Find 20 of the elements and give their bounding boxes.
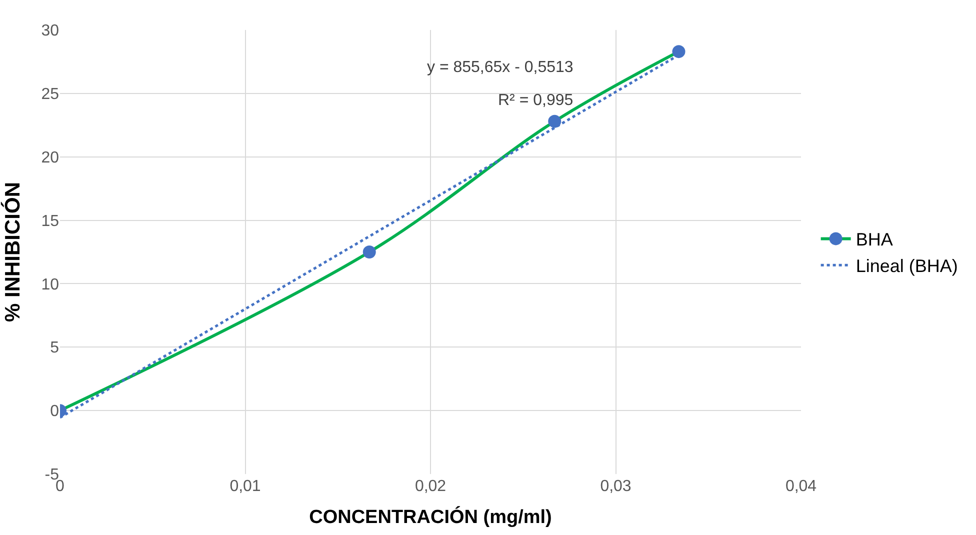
x-tick-label: 0,03 [600,478,632,495]
x-tick-label: 0,01 [230,478,261,495]
point [672,45,686,58]
x-tick-label: 0,04 [785,478,817,495]
y-tick-label: 15 [41,212,60,230]
y-tick-label: 30 [41,22,60,40]
y-axis-title: % INHIBICIÓN [0,182,24,322]
point [548,114,562,128]
y-tick-label: 25 [41,86,60,104]
y-tick-label: 0 [50,403,60,420]
legend-label: Lineal (BHA) [856,256,958,276]
x-tick-label: 0,02 [414,478,446,495]
point [362,246,376,258]
x-axis-title: CONCENTRACIÓN (mg/ml) [309,506,552,528]
annotation: y = 855,65x - 0,5513 [427,59,574,76]
y-tick-label: 20 [41,149,60,166]
annotation: R² = 0,995 [498,92,574,109]
y-tick-label: 5 [50,340,60,357]
legend-label: BHA [856,230,893,250]
y-tick-label: 10 [41,276,60,294]
